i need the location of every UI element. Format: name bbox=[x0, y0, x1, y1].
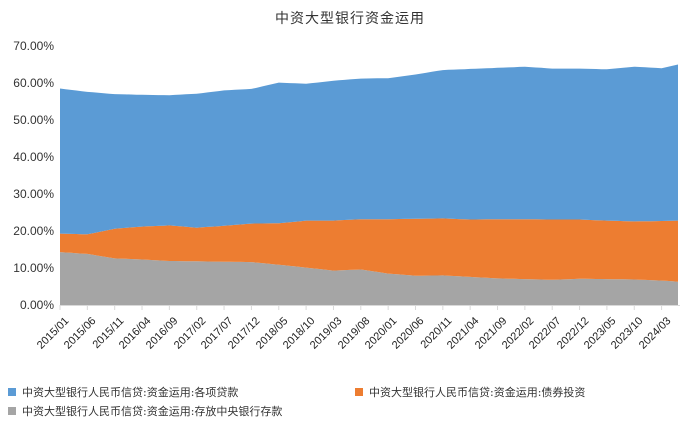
legend-swatch-bonds-icon bbox=[355, 388, 363, 396]
y-tick-label: 30.00% bbox=[13, 187, 54, 201]
area-loans bbox=[60, 64, 678, 235]
legend-swatch-loans-icon bbox=[8, 388, 16, 396]
legend-item-central-bank-deposits[interactable]: 中资大型银行人民币信贷:资金运用:存放中央银行存款 bbox=[8, 403, 282, 419]
y-tick-label: 50.00% bbox=[13, 113, 54, 127]
y-tick-label: 10.00% bbox=[13, 261, 54, 275]
y-tick-label: 20.00% bbox=[13, 224, 54, 238]
y-tick-label: 70.00% bbox=[13, 39, 54, 53]
legend-item-loans[interactable]: 中资大型银行人民币信贷:资金运用:各项贷款 bbox=[8, 384, 238, 400]
legend-swatch-deposits-icon bbox=[8, 407, 16, 415]
y-tick-label: 40.00% bbox=[13, 150, 54, 164]
legend-item-bonds[interactable]: 中资大型银行人民币信贷:资金运用:债券投资 bbox=[355, 384, 585, 400]
y-tick-label: 0.00% bbox=[19, 298, 54, 312]
area-bond-investment bbox=[60, 218, 678, 282]
area-central-bank-deposits bbox=[60, 252, 678, 305]
chart-title: 中资大型银行资金运用 bbox=[275, 11, 425, 27]
legend-label-bonds: 中资大型银行人民币信贷:资金运用:债券投资 bbox=[369, 386, 586, 399]
legend-label-central-bank-deposits: 中资大型银行人民币信贷:资金运用:存放中央银行存款 bbox=[22, 405, 283, 418]
legend-label-loans: 中资大型银行人民币信贷:资金运用:各项贷款 bbox=[22, 386, 239, 399]
y-tick-label: 60.00% bbox=[13, 76, 54, 90]
